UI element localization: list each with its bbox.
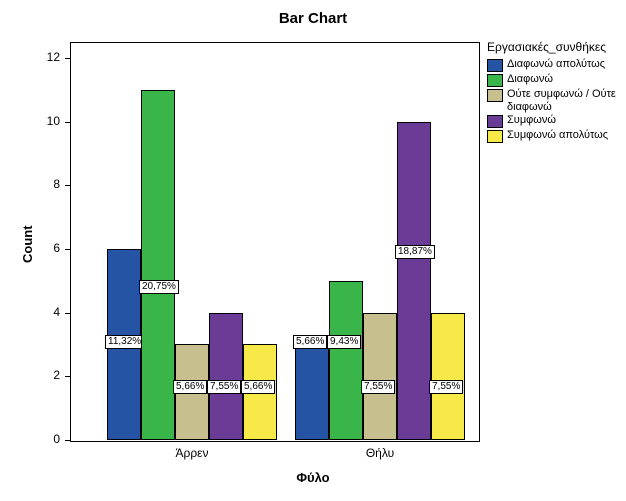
ytick-mark bbox=[65, 185, 70, 186]
bar-pct-label: 9,43% bbox=[327, 335, 361, 349]
bar-pct-label: 5,66% bbox=[241, 380, 275, 394]
xtick-label: Θήλυ bbox=[340, 446, 420, 460]
legend-label: Ούτε συμφωνώ / Ούτε διαφωνώ bbox=[507, 88, 617, 113]
bar-chart: { "title": "Bar Chart", "title_fontsize"… bbox=[0, 0, 626, 501]
legend-swatch bbox=[487, 89, 503, 102]
legend: Εργασιακές_συνθήκες Διαφωνώ απολύτως Διαφ… bbox=[487, 40, 617, 144]
xtick-label: Άρρεν bbox=[152, 446, 232, 460]
bar bbox=[363, 313, 397, 440]
bar bbox=[329, 281, 363, 440]
bar-pct-label: 7,55% bbox=[361, 380, 395, 394]
bar bbox=[141, 90, 175, 440]
y-axis-label: Count bbox=[20, 225, 35, 263]
bar-pct-label: 5,66% bbox=[293, 335, 327, 349]
legend-swatch bbox=[487, 130, 503, 143]
ytick-label: 0 bbox=[35, 432, 60, 446]
bar-pct-label: 5,66% bbox=[173, 380, 207, 394]
legend-item: Ούτε συμφωνώ / Ούτε διαφωνώ bbox=[487, 88, 617, 113]
legend-label: Διαφωνώ απολύτως bbox=[507, 58, 605, 71]
ytick-mark bbox=[65, 376, 70, 377]
legend-title: Εργασιακές_συνθήκες bbox=[487, 40, 617, 54]
legend-label: Διαφωνώ bbox=[507, 73, 553, 86]
legend-item: Συμφωνώ bbox=[487, 114, 617, 128]
legend-item: Συμφωνώ απολύτως bbox=[487, 129, 617, 143]
bar bbox=[209, 313, 243, 440]
legend-swatch bbox=[487, 115, 503, 128]
bar bbox=[397, 122, 431, 440]
ytick-label: 10 bbox=[35, 114, 60, 128]
bar-pct-label: 7,55% bbox=[429, 380, 463, 394]
legend-item: Διαφωνώ απολύτως bbox=[487, 58, 617, 72]
ytick-label: 12 bbox=[35, 50, 60, 64]
ytick-mark bbox=[65, 440, 70, 441]
legend-swatch bbox=[487, 59, 503, 72]
ytick-label: 2 bbox=[35, 368, 60, 382]
bar-pct-label: 11,32% bbox=[105, 335, 144, 349]
bar bbox=[431, 313, 465, 440]
legend-swatch bbox=[487, 74, 503, 87]
ytick-mark bbox=[65, 313, 70, 314]
legend-label: Συμφωνώ απολύτως bbox=[507, 129, 608, 142]
bar bbox=[295, 344, 329, 440]
chart-title: Bar Chart bbox=[0, 10, 626, 27]
ytick-label: 4 bbox=[35, 305, 60, 319]
ytick-label: 6 bbox=[35, 241, 60, 255]
legend-item: Διαφωνώ bbox=[487, 73, 617, 87]
ytick-mark bbox=[65, 122, 70, 123]
ytick-mark bbox=[65, 58, 70, 59]
bar-pct-label: 7,55% bbox=[207, 380, 241, 394]
bar-pct-label: 18,87% bbox=[395, 245, 435, 259]
bar-pct-label: 20,75% bbox=[139, 280, 179, 294]
ytick-mark bbox=[65, 249, 70, 250]
ytick-label: 8 bbox=[35, 177, 60, 191]
legend-label: Συμφωνώ bbox=[507, 114, 556, 127]
x-axis-label: Φύλο bbox=[0, 470, 626, 485]
